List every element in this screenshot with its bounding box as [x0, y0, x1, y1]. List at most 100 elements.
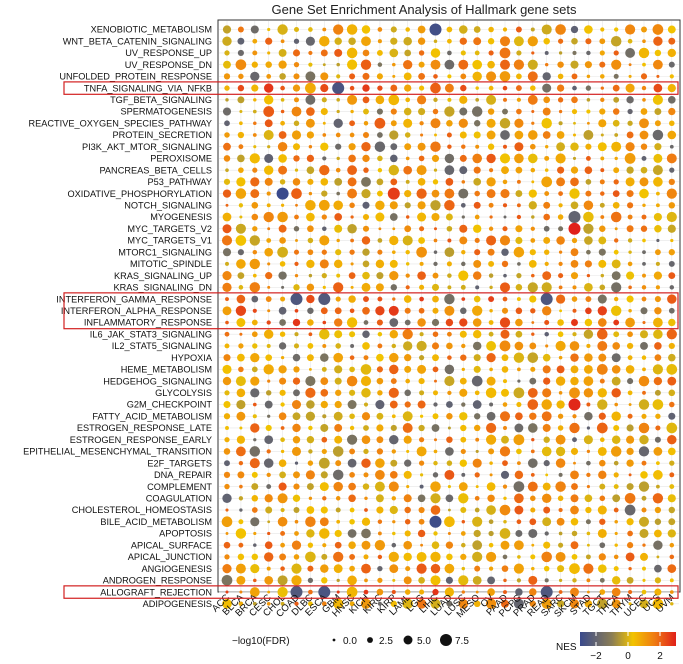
dot — [307, 577, 314, 583]
dot — [405, 262, 410, 266]
y-tick-label: APICAL_SURFACE — [131, 540, 212, 550]
dot — [336, 519, 341, 524]
dot — [264, 329, 274, 339]
dot — [501, 166, 509, 175]
dot — [666, 364, 678, 375]
dot — [433, 74, 438, 79]
dot — [614, 543, 618, 547]
dot — [264, 494, 273, 503]
dot — [334, 307, 342, 315]
dot — [639, 435, 649, 445]
dot — [628, 309, 632, 313]
dot — [403, 118, 413, 128]
dot — [347, 434, 358, 445]
dot — [320, 353, 329, 362]
dot — [320, 178, 329, 186]
dot — [642, 320, 646, 325]
dot — [236, 575, 246, 585]
dot — [583, 130, 594, 140]
dot — [277, 141, 288, 152]
dot — [653, 212, 662, 222]
dot — [278, 271, 287, 280]
dot — [224, 85, 230, 91]
dot — [599, 284, 606, 291]
dot — [557, 214, 564, 220]
dot — [540, 586, 553, 599]
dot — [597, 399, 608, 410]
dot — [322, 63, 326, 67]
dot — [445, 576, 453, 584]
dot — [349, 601, 355, 607]
dot — [335, 132, 341, 138]
dot — [555, 376, 566, 386]
dot — [585, 85, 592, 91]
dot — [541, 24, 552, 35]
dot — [472, 540, 483, 551]
dot — [363, 108, 369, 115]
dot — [568, 398, 581, 411]
dot — [640, 471, 648, 479]
dot — [447, 390, 452, 395]
dot — [350, 285, 354, 289]
dot — [531, 121, 535, 125]
dot — [291, 130, 302, 140]
dot — [459, 166, 468, 175]
dot — [527, 59, 538, 70]
dot — [389, 130, 399, 140]
dot — [390, 284, 398, 291]
dot — [290, 586, 303, 599]
dot — [460, 507, 467, 513]
dot — [668, 506, 676, 514]
dot — [280, 507, 285, 513]
dot — [390, 84, 398, 92]
dot — [570, 587, 579, 597]
dot — [375, 399, 385, 410]
dot — [558, 542, 564, 548]
dot — [642, 390, 646, 395]
dot — [611, 305, 622, 316]
dot — [223, 73, 231, 80]
dot — [416, 563, 427, 574]
dot — [652, 399, 664, 410]
dot — [307, 307, 314, 314]
dot — [430, 141, 441, 152]
dot — [277, 516, 288, 527]
dot — [308, 191, 313, 196]
dot — [267, 414, 271, 418]
dot — [571, 108, 578, 115]
dot — [461, 180, 466, 184]
gene-set-labels: XENOBIOTIC_METABOLISMWNT_BETA_CATENIN_SI… — [23, 25, 213, 609]
dot — [264, 83, 274, 93]
y-tick-label: UNFOLDED_PROTEIN_RESPONSE — [59, 72, 212, 82]
dot — [306, 166, 315, 174]
dot — [627, 331, 633, 338]
dot — [530, 554, 536, 560]
dot — [430, 493, 441, 504]
dot — [486, 130, 496, 140]
dot — [293, 155, 300, 162]
dot — [404, 143, 412, 151]
dot — [444, 165, 455, 175]
dot — [638, 516, 650, 527]
dot — [349, 472, 355, 478]
dot — [264, 153, 274, 163]
dot — [389, 48, 399, 58]
dot — [556, 84, 565, 92]
dot — [459, 318, 468, 327]
dot — [389, 318, 399, 327]
size-legend-dot — [332, 638, 336, 642]
dot — [251, 495, 259, 502]
dot — [432, 354, 439, 362]
dot — [249, 458, 260, 469]
dot — [263, 106, 275, 117]
dot — [419, 85, 425, 91]
dot — [488, 519, 494, 525]
dot — [444, 153, 455, 164]
dot — [530, 472, 535, 477]
dot — [336, 590, 340, 594]
dot — [627, 108, 633, 115]
dot — [374, 141, 386, 152]
dot — [654, 518, 662, 525]
dot — [626, 542, 634, 549]
dot — [626, 576, 634, 584]
